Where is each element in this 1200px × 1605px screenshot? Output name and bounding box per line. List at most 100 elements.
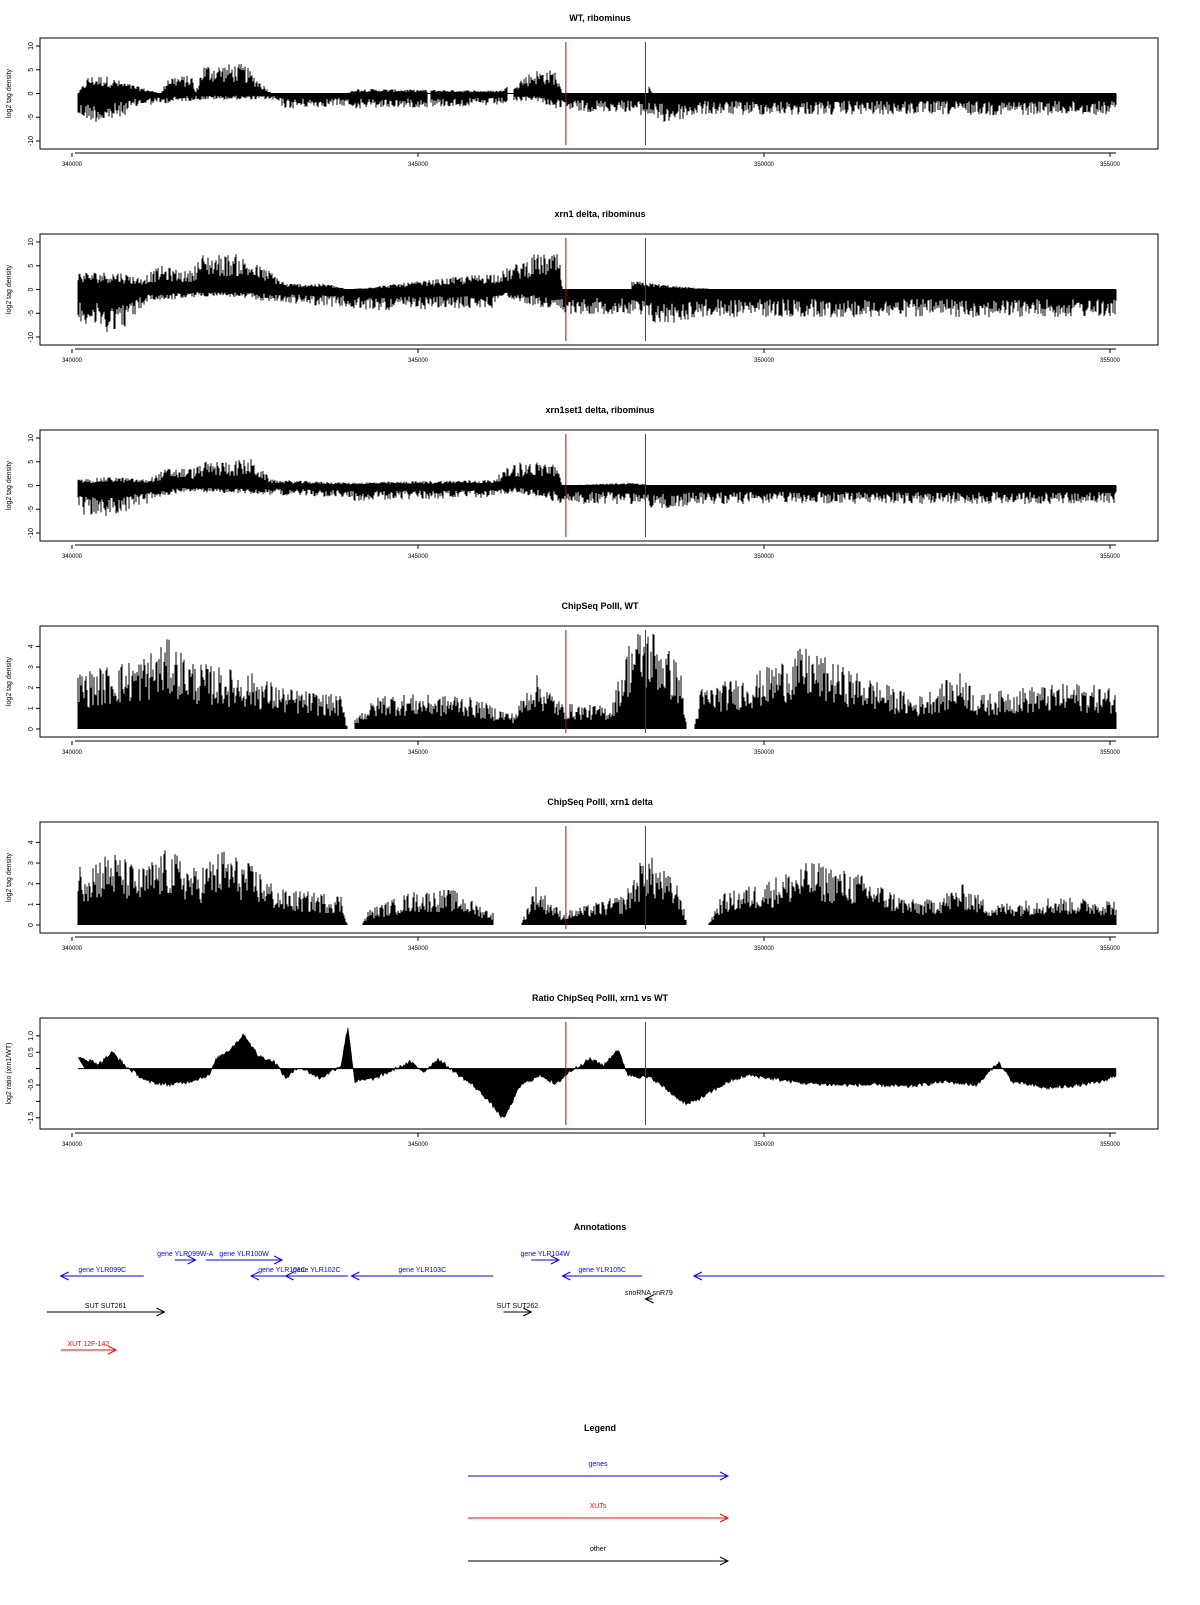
annotation-feature-12: SUT SUT262 xyxy=(497,1303,538,1317)
y-axis-label: log2 tag density xyxy=(6,68,13,118)
arrow-head xyxy=(550,1255,561,1265)
annotation-label: SUT SUT261 xyxy=(85,1303,127,1310)
chart-panel-2: xrn1 delta, ribominus -10 -5 0 5 10 log2 tag d… xyxy=(6,209,1159,364)
y-axis-label: log2 tag density xyxy=(6,656,13,706)
chart-marks xyxy=(77,459,1117,516)
chart-title: xrn1set1 delta, ribominus xyxy=(545,405,654,415)
x-axis: 340000 345000 350000 355000 xyxy=(62,152,1121,168)
annotation-label: gene YLR105C xyxy=(578,1267,626,1274)
y-tick-label: -5 xyxy=(28,310,35,316)
y-axis: 0 1 2 3 4 log2 tag density xyxy=(6,644,41,731)
x-tick-label: 350000 xyxy=(754,162,775,168)
arrow-head xyxy=(719,1471,730,1481)
y-axis: 0 1 2 3 4 log2 tag density xyxy=(6,840,41,927)
x-tick-label: 355000 xyxy=(1100,1142,1121,1148)
y-tick-label: 0 xyxy=(28,727,35,731)
x-tick-label: 355000 xyxy=(1100,358,1121,364)
chart-title: ChipSeq PolII, WT xyxy=(562,601,639,611)
y-tick-label: 4 xyxy=(28,840,35,844)
density-bars xyxy=(77,254,1117,332)
x-tick-label: 350000 xyxy=(754,946,775,952)
annotation-label: snoRNA snR79 xyxy=(625,1290,673,1297)
annotation-feature-5: gene YLR102C xyxy=(284,1267,348,1281)
y-tick-label: 0 xyxy=(28,91,35,95)
chart-marks xyxy=(77,254,1117,332)
chart-marks xyxy=(77,850,1117,925)
arrow-head xyxy=(284,1271,294,1281)
annotation-label: gene YLR100W xyxy=(219,1251,269,1258)
x-axis: 340000 345000 350000 355000 xyxy=(62,1132,1121,1148)
y-axis-label: log2 tag density xyxy=(6,264,13,314)
y-tick-label: 0 xyxy=(28,483,35,487)
annotation-feature-2: gene YLR099W-A xyxy=(157,1251,214,1265)
x-tick-label: 340000 xyxy=(62,358,83,364)
annotation-feature-13: XUT 12F-142 xyxy=(60,1341,118,1355)
arrow-head xyxy=(156,1307,166,1317)
x-axis: 340000 345000 350000 355000 xyxy=(62,544,1121,560)
y-axis-label: log2 tag density xyxy=(6,460,13,510)
arrow-head xyxy=(523,1307,533,1317)
arrow-head xyxy=(249,1271,260,1281)
y-axis-label: log2 ratio (xrn1/WT) xyxy=(6,1043,13,1105)
y-tick-label: -5 xyxy=(28,114,35,120)
y-axis-label: log2 tag density xyxy=(6,852,13,902)
legend-label: other xyxy=(590,1546,607,1553)
density-bars xyxy=(77,459,1117,516)
y-tick-label: 1.0 xyxy=(28,1031,35,1041)
arrow-head xyxy=(59,1271,69,1281)
annotation-feature-1: gene YLR099C xyxy=(59,1267,144,1281)
annotation-label: gene YLR099C xyxy=(78,1267,126,1274)
x-tick-label: 350000 xyxy=(754,554,775,560)
y-tick-label: 3 xyxy=(28,861,35,865)
y-axis: -10 -5 0 5 10 log2 tag density xyxy=(6,238,41,342)
annotation-feature-6: gene YLR103C xyxy=(350,1267,494,1281)
y-tick-label: -0.5 xyxy=(28,1079,35,1091)
chart-marks xyxy=(77,634,1117,729)
x-tick-label: 355000 xyxy=(1100,750,1121,756)
chart-marks xyxy=(77,1027,1117,1119)
y-tick-label: 5 xyxy=(28,68,35,72)
chart-panel-4: ChipSeq PolII, WT 0 1 2 3 4 log2 tag density 34… xyxy=(6,601,1159,756)
y-tick-label: 4 xyxy=(28,644,35,648)
arrow-head xyxy=(273,1255,284,1265)
x-tick-label: 340000 xyxy=(62,750,83,756)
x-tick-label: 345000 xyxy=(408,1142,429,1148)
arrow-head xyxy=(719,1513,730,1523)
x-axis: 340000 345000 350000 355000 xyxy=(62,740,1121,756)
x-tick-label: 345000 xyxy=(408,358,429,364)
chart-title: xrn1 delta, ribominus xyxy=(554,209,645,219)
x-tick-label: 355000 xyxy=(1100,554,1121,560)
legend-entry-XUTs: XUTs xyxy=(468,1503,730,1523)
chart-title: WT, ribominus xyxy=(569,13,631,23)
y-axis: -10 -5 0 5 10 log2 tag density xyxy=(6,434,41,538)
chart-panel-5: ChipSeq PolII, xrn1 delta 0 1 2 3 4 log2 tag d… xyxy=(6,797,1159,952)
x-tick-label: 340000 xyxy=(62,162,83,168)
y-tick-label: 2 xyxy=(28,686,35,690)
x-axis: 340000 345000 350000 355000 xyxy=(62,936,1121,952)
y-tick-label: -5 xyxy=(28,506,35,512)
y-tick-label: 0.5 xyxy=(28,1047,35,1057)
chart-panel-3: xrn1set1 delta, ribominus -10 -5 0 5 10 log2 t… xyxy=(6,405,1159,560)
x-tick-label: 345000 xyxy=(408,946,429,952)
x-tick-label: 355000 xyxy=(1100,946,1121,952)
y-tick-label: 10 xyxy=(28,238,35,246)
chart-marks xyxy=(77,64,1117,122)
arrow-head xyxy=(107,1345,118,1355)
annotations-title: Annotations xyxy=(574,1222,627,1232)
annotation-label: gene YLR102C xyxy=(293,1267,341,1274)
annotations-panel: Annotations gene YLR099C gene YLR099W-A ge… xyxy=(46,1222,1165,1355)
density-bars xyxy=(77,64,1117,122)
y-tick-label: 3 xyxy=(28,665,35,669)
arrow-head xyxy=(719,1556,730,1566)
x-tick-label: 340000 xyxy=(62,946,83,952)
legend-entry-other: other xyxy=(468,1546,730,1566)
arrow-head xyxy=(187,1255,197,1265)
annotation-label: gene YLR099W-A xyxy=(157,1251,213,1258)
x-tick-label: 345000 xyxy=(408,750,429,756)
annotation-feature-7: gene YLR104W xyxy=(520,1251,570,1265)
y-tick-label: 5 xyxy=(28,460,35,464)
y-axis: -10 -5 0 5 10 log2 tag density xyxy=(6,42,41,146)
annotation-feature-9 xyxy=(692,1271,1165,1281)
